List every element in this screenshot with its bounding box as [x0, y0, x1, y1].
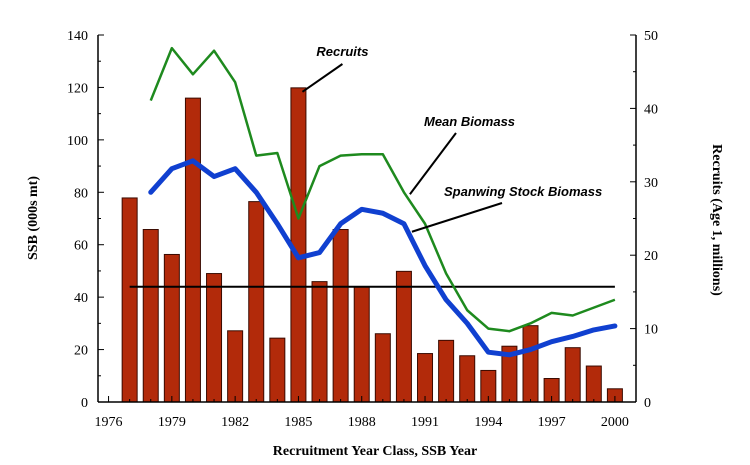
- bar-recruits-1987: [332, 229, 349, 403]
- annotation-recruits-leader: [301, 63, 344, 93]
- line-spawning-stock-biomass: [148, 158, 618, 358]
- bar-recruits-1983: [248, 201, 265, 403]
- x-tick-label-1976: 1976: [95, 415, 123, 430]
- annotation-ssb-leader: [411, 202, 503, 233]
- bar-recruits-1982: [227, 330, 244, 403]
- bar-recruits-1989: [374, 333, 391, 403]
- y-axis-right-title: Recruits (Age 1, millions): [709, 144, 724, 296]
- x-axis-title: Recruitment Year Class, SSB Year: [273, 444, 477, 459]
- x-tick-label-1982: 1982: [221, 415, 249, 430]
- y-left-tick-label-60: 60: [74, 239, 88, 254]
- bar-recruits-1996: [522, 325, 539, 403]
- bar-recruits-1986: [311, 281, 328, 403]
- bar-recruits-1977: [121, 197, 138, 403]
- annotations: Recruits Mean Biomass Spanwing Stock Bioma…: [301, 44, 602, 233]
- y-left-tick-label-140: 140: [67, 29, 88, 44]
- tick-labels: 0 20 40 60 80 100 120 140 0 10 20 30 40 50 1976 1979 198…: [67, 29, 658, 430]
- x-tick-label-1994: 1994: [474, 415, 502, 430]
- y-left-tick-label-20: 20: [74, 344, 88, 359]
- y-right-tick-label-20: 20: [644, 249, 658, 264]
- line-series: [129, 46, 618, 358]
- bar-recruits-1984: [269, 337, 286, 403]
- y-right-tick-label-50: 50: [644, 29, 658, 44]
- axes: [97, 34, 637, 403]
- bar-recruits-1992: [438, 339, 455, 403]
- x-tick-label-1997: 1997: [538, 415, 566, 430]
- bar-recruits-1990: [395, 270, 412, 403]
- bar-recruits-1993: [459, 355, 476, 403]
- bar-recruits-1978: [142, 229, 159, 403]
- bar-recruits-1980: [184, 97, 201, 403]
- y-left-tick-label-40: 40: [74, 291, 88, 306]
- bar-recruits-1999: [585, 365, 602, 403]
- y-left-tick-label-0: 0: [81, 396, 88, 411]
- bar-recruits-1988: [353, 286, 370, 403]
- annotation-recruits: Recruits: [316, 44, 368, 59]
- x-tick-label-1985: 1985: [284, 415, 312, 430]
- y-left-tick-label-100: 100: [67, 134, 88, 149]
- y-left-tick-label-120: 120: [67, 81, 88, 96]
- y-right-tick-label-0: 0: [644, 396, 651, 411]
- annotation-ssb: Spanwing Stock Biomass: [444, 184, 602, 199]
- recruit-bars: [121, 87, 623, 403]
- y-left-tick-label-80: 80: [74, 186, 88, 201]
- x-tick-label-1979: 1979: [158, 415, 186, 430]
- y-axis-left-title: SSB (000s mt): [26, 176, 41, 260]
- annotation-mean-biomass-leader: [409, 132, 457, 195]
- bar-recruits-1991: [417, 353, 434, 403]
- bar-recruits-1981: [206, 273, 223, 403]
- bar-recruits-1998: [564, 347, 581, 403]
- y-right-tick-label-10: 10: [644, 323, 658, 338]
- y-right-tick-label-40: 40: [644, 102, 658, 117]
- line-mean-biomass: [149, 46, 616, 333]
- y-right-tick-label-30: 30: [644, 176, 658, 191]
- x-tick-label-1991: 1991: [411, 415, 439, 430]
- x-tick-label-2000: 2000: [601, 415, 629, 430]
- bar-recruits-1979: [163, 253, 180, 403]
- x-tick-label-1988: 1988: [348, 415, 376, 430]
- annotation-mean-biomass: Mean Biomass: [424, 114, 515, 129]
